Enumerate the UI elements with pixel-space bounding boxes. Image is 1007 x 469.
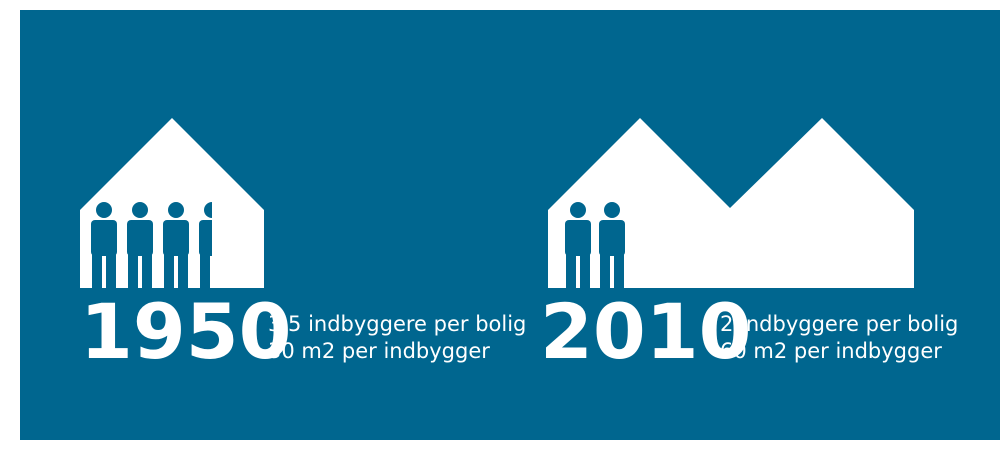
year: 1950 — [80, 287, 292, 376]
page: {"panels": [ {"year": "1950", "lines": [… — [0, 0, 1007, 469]
infographic: 1950 3,5 indbyggere per bolig 30 m2 per … — [0, 0, 1007, 469]
info-line: 30 m2 per indbygger — [268, 339, 490, 363]
info-line: 3,5 indbyggere per bolig — [268, 312, 526, 336]
info-line: 2 indbyggere per bolig — [720, 312, 958, 336]
info-line: 60 m2 per indbygger — [720, 339, 942, 363]
